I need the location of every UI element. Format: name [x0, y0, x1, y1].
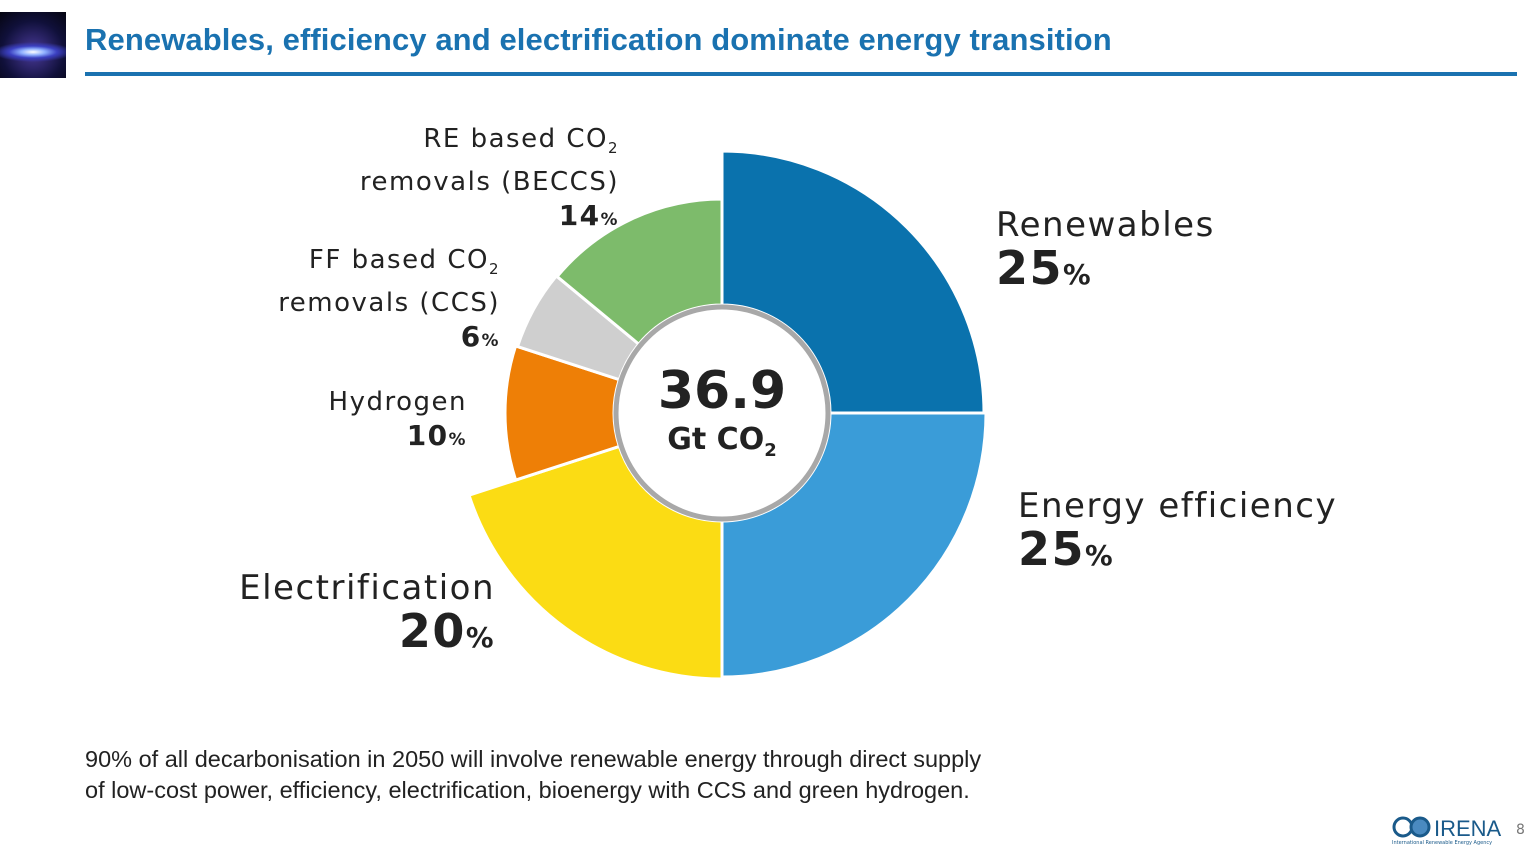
- center-value: 36.9: [657, 361, 787, 421]
- footnote-line: 90% of all decarbonisation in 2050 will …: [85, 746, 982, 772]
- slice-value: 14: [558, 199, 601, 233]
- slice-value: 25: [996, 241, 1064, 295]
- unit: %: [465, 621, 495, 654]
- slice-value: 25: [1018, 522, 1086, 576]
- slice-label: Energy efficiency: [1018, 486, 1338, 526]
- slice-value: 20: [398, 604, 466, 658]
- label-renewables: Renewables 25%: [996, 208, 1215, 301]
- center-circle: [613, 304, 831, 522]
- label-energy-efficiency: Energy efficiency 25%: [1018, 489, 1337, 582]
- label-beccs: RE based CO2 removals (BECCS) 14%: [360, 122, 619, 236]
- unit: %: [600, 209, 619, 230]
- logo-subtitle: International Renewable Energy Agency: [1392, 840, 1493, 846]
- logo-name: IRENA: [1434, 816, 1502, 841]
- center-unit-sub: 2: [764, 440, 777, 461]
- unit: %: [1085, 539, 1115, 572]
- slice-label: RE based CO: [423, 124, 608, 154]
- slice-label: Hydrogen: [328, 387, 467, 417]
- slice-label: removals (BECCS): [359, 167, 619, 198]
- slice-label: removals (CCS): [278, 288, 500, 319]
- slice-label: FF based CO: [308, 245, 489, 275]
- footnote: 90% of all decarbonisation in 2050 will …: [85, 744, 981, 806]
- slice-value: 6: [460, 320, 482, 354]
- label-electrification: Electrification 20%: [239, 571, 495, 664]
- slide-title: Renewables, efficiency and electrificati…: [85, 22, 1112, 57]
- space-thumbnail-image: [0, 12, 66, 78]
- unit: %: [481, 330, 500, 351]
- slice-label: Electrification: [239, 568, 495, 608]
- page-number: 8: [1516, 822, 1525, 838]
- footnote-line: of low-cost power, efficiency, electrifi…: [85, 777, 970, 803]
- slice-value: 10: [406, 419, 449, 452]
- slice-label: Renewables: [996, 205, 1215, 245]
- globe-logo-icon: [1392, 816, 1431, 838]
- center-total: 36.9 Gt CO2: [622, 360, 822, 461]
- title-divider: [85, 72, 1517, 76]
- irena-logo: IRENA International Renewable Energy Age…: [1392, 816, 1501, 846]
- label-ccs: FF based CO2 removals (CCS) 6%: [278, 243, 500, 357]
- unit: %: [1063, 258, 1093, 291]
- subscript: 2: [607, 139, 619, 158]
- center-unit: Gt CO: [667, 422, 765, 457]
- subscript: 2: [488, 260, 500, 279]
- label-hydrogen: Hydrogen 10%: [329, 385, 467, 456]
- unit: %: [448, 429, 467, 449]
